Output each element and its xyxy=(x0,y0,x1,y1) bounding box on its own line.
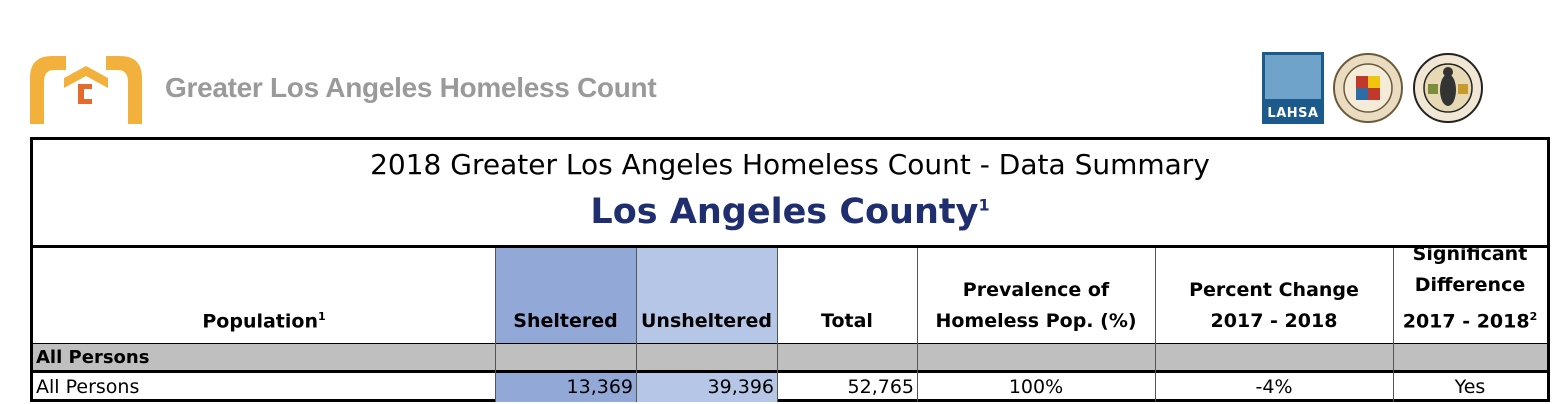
title-divider xyxy=(33,245,1547,248)
grid-line xyxy=(917,248,918,402)
sig-line1: Significant xyxy=(1412,242,1528,265)
grid-line xyxy=(636,248,637,402)
cell-sheltered: 13,369 xyxy=(495,373,636,402)
prevalence-line1: Prevalence of xyxy=(962,279,1110,301)
county-footnote: 1 xyxy=(978,195,990,215)
col-header-population: Population1 xyxy=(33,248,495,343)
col-header-percent-change: Percent Change 2017 - 2018 xyxy=(1155,248,1393,343)
sig-line2: Difference xyxy=(1414,273,1526,296)
city-seal-icon xyxy=(1333,53,1403,123)
org-name: Greater Los Angeles Homeless Count xyxy=(165,72,657,103)
col-header-significant-difference: Significant Difference 2017 - 20182 xyxy=(1393,243,1547,343)
lahsa-label: LAHSA xyxy=(1267,106,1319,121)
brand-header: Greater Los Angeles Homeless Count xyxy=(26,48,657,126)
data-summary-table: 2018 Greater Los Angeles Homeless Count … xyxy=(30,137,1550,402)
cell-unsheltered: 39,396 xyxy=(636,373,777,402)
col-header-total: Total xyxy=(821,310,873,332)
grid-line xyxy=(1155,248,1156,402)
pct-change-line1: Percent Change xyxy=(1189,279,1359,301)
grid-line xyxy=(777,248,778,402)
seals-group: LAHSA xyxy=(1262,52,1484,124)
col-header-prevalence: Prevalence of Homeless Pop. (%) xyxy=(917,248,1155,343)
grid-line xyxy=(495,248,496,402)
sig-line3: 2017 - 2018 xyxy=(1402,310,1530,332)
cell-significant-difference: Yes xyxy=(1454,376,1486,398)
cell-prevalence: 100% xyxy=(1008,376,1064,398)
population-footnote: 1 xyxy=(317,309,326,323)
homeless-count-logo-icon xyxy=(30,56,142,124)
county-name: Los Angeles County xyxy=(590,192,979,232)
cell-population: All Persons xyxy=(36,376,140,398)
col-header-sheltered: Sheltered xyxy=(495,248,636,343)
county-seal-icon xyxy=(1413,53,1483,123)
cell-total: 52,765 xyxy=(847,376,914,398)
prevalence-line2: Homeless Pop. (%) xyxy=(935,310,1137,332)
pct-change-line2: 2017 - 2018 xyxy=(1210,310,1338,332)
section-row-all-persons: All Persons xyxy=(33,343,1547,373)
county-title: Los Angeles County1 xyxy=(33,192,1547,232)
col-header-unsheltered: Unsheltered xyxy=(636,248,777,343)
cell-percent-change: -4% xyxy=(1255,376,1293,398)
population-label: Population xyxy=(202,310,318,332)
sig-footnote: 2 xyxy=(1529,309,1538,323)
summary-title: 2018 Greater Los Angeles Homeless Count … xyxy=(370,148,1210,181)
grid-line xyxy=(1393,248,1394,402)
lahsa-logo-icon: LAHSA xyxy=(1262,52,1324,124)
